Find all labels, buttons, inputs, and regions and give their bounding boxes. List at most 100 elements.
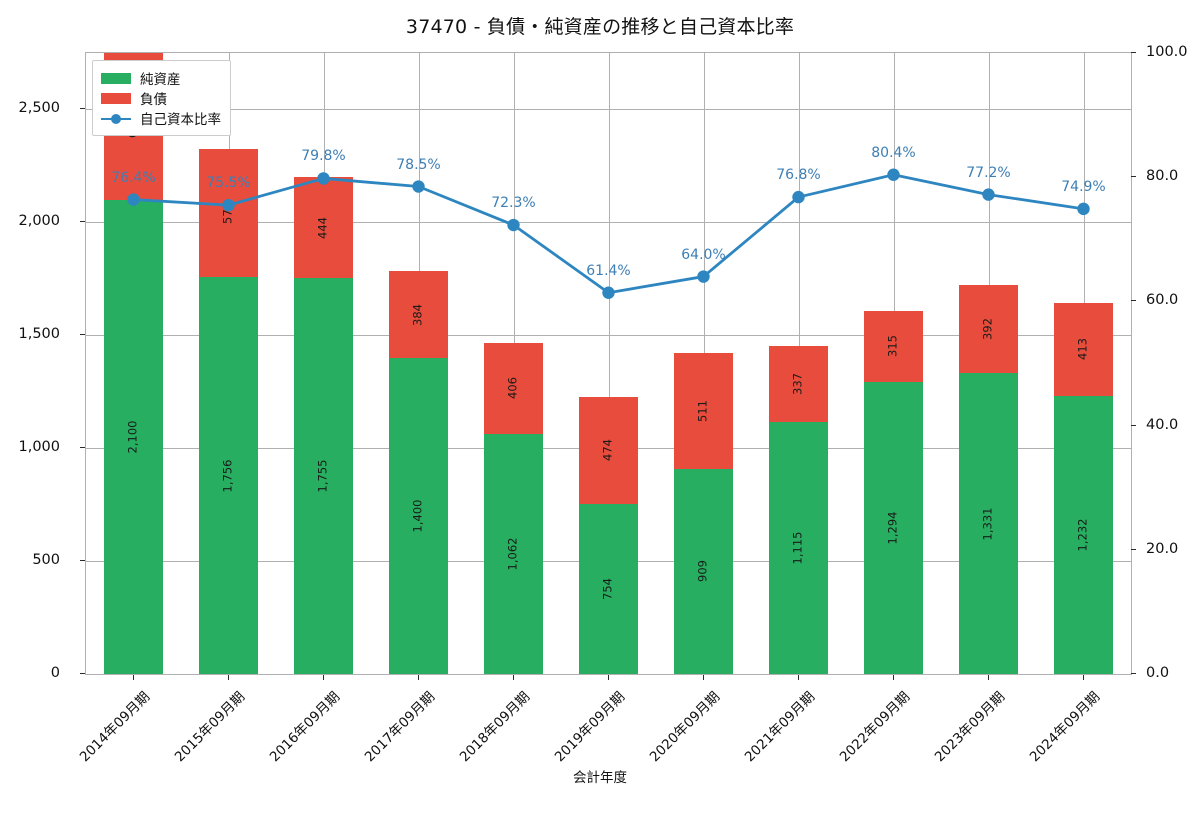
bar-segment-net-assets[interactable]: 1,062 (484, 434, 543, 674)
bar-segment-net-assets[interactable]: 1,400 (389, 357, 448, 674)
y-axis-left-tick-mark (80, 108, 85, 110)
bar-segment-liabilities[interactable]: 384 (389, 271, 448, 358)
plot-area: 2,1006481,7565711,7554441,4003841,062406… (85, 52, 1132, 675)
equity-ratio-marker[interactable] (602, 286, 615, 299)
equity-ratio-value-label: 64.0% (681, 246, 726, 263)
bar-segment-liabilities[interactable]: 571 (199, 148, 258, 278)
equity-ratio-marker[interactable] (317, 172, 330, 185)
y-axis-right-tick-label: 40.0 (1146, 416, 1179, 433)
x-axis-tick-mark (417, 675, 419, 680)
chart-title: 37470 - 負債・純資産の推移と自己資本比率 (405, 16, 795, 38)
bar-segment-net-assets[interactable]: 1,756 (199, 277, 258, 674)
legend-swatch-net-assets (101, 72, 131, 84)
bar-segment-net-assets[interactable]: 1,115 (769, 422, 828, 674)
equity-ratio-marker[interactable] (127, 193, 140, 206)
equity-ratio-marker[interactable] (982, 188, 995, 201)
y-axis-right-tick-label: 80.0 (1146, 168, 1179, 185)
bar-segment-liabilities[interactable]: 406 (484, 342, 543, 435)
bar-segment-liabilities[interactable]: 413 (1054, 302, 1113, 396)
bar-group[interactable]: 754 474 (579, 396, 638, 674)
equity-ratio-marker[interactable] (507, 218, 520, 232)
bar-group[interactable]: 1,115 337 (769, 346, 828, 674)
equity-ratio-marker[interactable] (792, 190, 805, 204)
y-axis-left-tick-label: 2,500 (18, 100, 60, 117)
y-axis-right-tick-label: 20.0 (1146, 540, 1179, 557)
equity-ratio-value-label: 80.4% (871, 144, 916, 161)
y-axis-right-tick-mark (1131, 424, 1136, 426)
x-axis-tick-mark (892, 675, 894, 680)
equity-ratio-value-label: 72.3% (491, 195, 536, 212)
equity-ratio-marker[interactable] (697, 270, 710, 283)
legend-line-equity-ratio (101, 113, 131, 124)
bar-segment-net-assets[interactable]: 1,331 (959, 373, 1018, 674)
equity-ratio-value-label: 78.5% (396, 156, 441, 173)
chart-legend: 純資産 負債 自己資本比率 (92, 60, 231, 136)
y-axis-left-tick-label: 2,000 (18, 213, 60, 230)
y-axis-right-tick-mark (1131, 176, 1136, 178)
x-axis-tick-mark (227, 675, 229, 680)
y-axis-left-tick-mark (80, 447, 85, 449)
x-axis-tick-mark (987, 675, 989, 680)
equity-ratio-value-label: 74.9% (1061, 178, 1106, 195)
y-axis-left-tick-label: 500 (32, 552, 60, 569)
equity-ratio-line-layer: 76.4% 75.5% 79.8% 78.5% 72.3% 61.4% 64.0% 76.8%… (86, 53, 1131, 674)
bar-segment-liabilities[interactable]: 337 (769, 346, 828, 423)
bar-segment-liabilities[interactable]: 444 (294, 177, 353, 278)
bar-segment-net-assets[interactable]: 909 (674, 468, 733, 674)
bar-segment-liabilities[interactable]: 392 (959, 284, 1018, 374)
y-axis-right-tick-mark (1131, 52, 1136, 53)
y-axis-right-tick-mark (1131, 548, 1136, 550)
legend-item-equity-ratio: 自己資本比率 (101, 108, 221, 128)
bar-group[interactable]: 1,755 444 (294, 177, 353, 674)
bar-group[interactable]: 1,062 406 (484, 342, 543, 674)
x-axis-tick-mark (702, 675, 704, 680)
bar-segment-net-assets[interactable]: 1,232 (1054, 395, 1113, 674)
equity-ratio-marker[interactable] (887, 168, 900, 181)
bar-group[interactable]: 1,756 571 (199, 148, 258, 674)
y-axis-left-tick-mark (80, 334, 85, 336)
bar-segment-liabilities[interactable]: 474 (579, 396, 638, 504)
legend-label-net-assets: 純資産 (140, 72, 181, 88)
bar-group[interactable]: 1,294 315 (864, 310, 923, 674)
bar-segment-net-assets[interactable]: 754 (579, 503, 638, 674)
y-axis-right-tick-label: 100.0 (1146, 44, 1188, 60)
equity-ratio-marker[interactable] (1077, 202, 1090, 216)
x-axis-label: 会計年度 (573, 770, 627, 786)
y-axis-left-tick-mark (80, 560, 85, 562)
equity-ratio-marker[interactable] (222, 198, 235, 212)
y-axis-left-tick-mark (80, 221, 85, 223)
y-axis-left-tick-label: 1,500 (18, 326, 60, 343)
bar-segment-liabilities[interactable]: 315 (864, 310, 923, 382)
y-axis-right-tick-mark (1131, 300, 1136, 302)
bar-group[interactable]: 909 511 (674, 353, 733, 674)
bar-segment-net-assets[interactable]: 2,100 (104, 199, 163, 674)
legend-swatch-liabilities (101, 92, 131, 104)
x-axis-tick-mark (132, 675, 134, 680)
bar-group[interactable]: 1,232 413 (1054, 302, 1113, 674)
y-axis-left-tick-label: 0 (50, 665, 60, 681)
bar-group[interactable]: 1,331 392 (959, 284, 1018, 674)
gridline-vertical (608, 53, 610, 674)
y-axis-left-tick-mark (80, 673, 85, 674)
legend-line-marker (111, 113, 121, 124)
x-axis-tick-mark (322, 675, 324, 680)
equity-ratio-line-svg (127, 168, 1090, 299)
legend-item-net-assets: 純資産 (101, 68, 221, 88)
legend-item-liabilities: 負債 (101, 88, 221, 108)
equity-ratio-marker[interactable] (412, 180, 425, 193)
y-axis-right-tick-mark (1131, 673, 1136, 674)
y-axis-right-tick-label: 60.0 (1146, 292, 1179, 309)
bar-group[interactable]: 1,400 384 (389, 271, 448, 674)
legend-label-equity-ratio: 自己資本比率 (140, 112, 221, 128)
x-axis-tick-mark (512, 675, 514, 680)
equity-ratio-value-label: 76.8% (776, 167, 821, 184)
x-axis-tick-mark (607, 675, 609, 680)
equity-ratio-value-label: 61.4% (586, 262, 631, 279)
bar-segment-liabilities[interactable]: 511 (674, 353, 733, 469)
bar-segment-net-assets[interactable]: 1,294 (864, 381, 923, 674)
equity-ratio-value-label: 76.4% (111, 169, 156, 186)
equity-ratio-value-label: 79.8% (301, 148, 346, 165)
equity-ratio-value-label: 75.5% (206, 175, 251, 192)
bar-segment-net-assets[interactable]: 1,755 (294, 277, 353, 674)
